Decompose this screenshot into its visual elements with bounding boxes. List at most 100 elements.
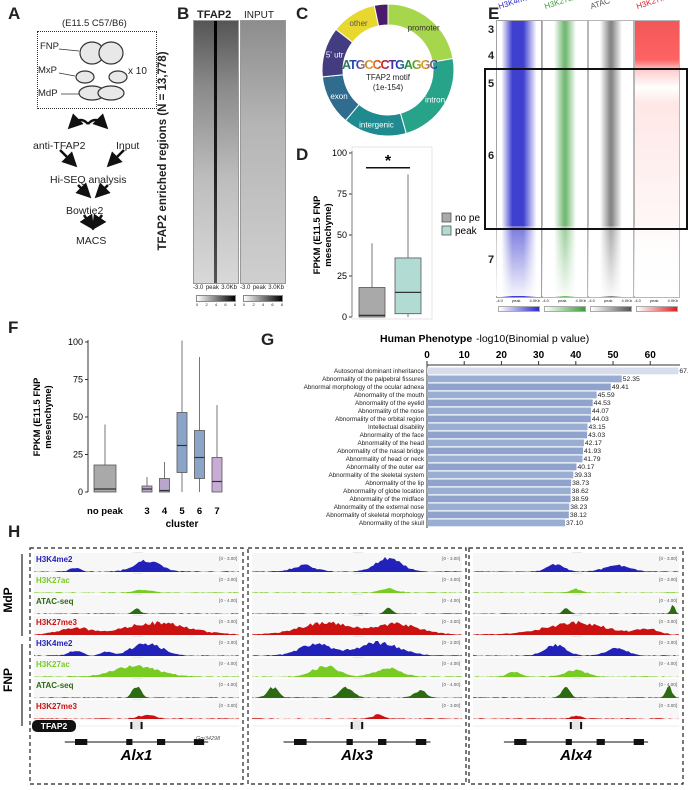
h-signal-profile: [473, 643, 679, 656]
h-exon: [565, 739, 572, 745]
h-locus-frame: [247, 547, 467, 785]
g-xtick-label: 30: [533, 350, 545, 361]
donut-chart: promoter intron intergenic exon 5' utr other: [321, 3, 455, 137]
b-scale: 4: [261, 302, 265, 307]
box-body: [93, 464, 117, 493]
h-track-range: [0 - 2.00]: [659, 640, 677, 645]
workflow-arrows: [59, 113, 125, 231]
f-ytick-label: 100: [68, 337, 83, 347]
h-track-name: ATAC-seq: [36, 597, 74, 606]
d-ytick-label: 75: [337, 189, 347, 199]
h-signal-profile: [34, 621, 239, 635]
d-legend-label: no peak: [455, 213, 480, 224]
g-bar: [427, 495, 571, 503]
d-ytick-label: 25: [337, 271, 347, 281]
box-body: [211, 457, 223, 493]
e-track-title: H3K27me3: [635, 0, 677, 11]
g-bar: [427, 463, 577, 471]
d-ytick-label: 100: [332, 148, 347, 158]
b-ylabel: TFAP2 enriched regions (N = 13,778): [157, 51, 169, 251]
g-xtick-label: 10: [459, 350, 471, 361]
h-track-bg: [34, 595, 239, 615]
mdp-label: MdP: [38, 88, 58, 99]
b-scale: 8: [233, 302, 236, 307]
g-bar: [427, 447, 584, 455]
d-ytick-label: 0: [342, 312, 347, 322]
d-ytick-label: 50: [337, 230, 347, 240]
g-bar: [427, 455, 583, 463]
bowtie-label: Bowtie2: [66, 205, 104, 217]
h-tfap2-peak: [580, 722, 583, 729]
f-xlabel: cluster: [166, 519, 199, 530]
macs-label: MACS: [76, 235, 107, 247]
h-track-range: [0 - 4.00]: [219, 598, 237, 603]
h-track-range: [0 - 4.00]: [659, 598, 677, 603]
box-body: [176, 412, 188, 473]
h-track-bg: [34, 700, 239, 720]
e-tick: -4.0: [496, 298, 503, 303]
cluster-4-label: 4: [488, 50, 495, 62]
g-bar: [427, 407, 591, 415]
panel-a-label: A: [8, 4, 21, 23]
h-locus-frame: [468, 547, 684, 785]
d-plot-frame: [351, 146, 433, 320]
b-scale-2: 0 2 4 6 8: [243, 302, 283, 307]
h-track-range: [0 - 4.00]: [219, 682, 237, 687]
f-xtick-label: 7: [214, 506, 219, 517]
e-colorbar: [590, 306, 632, 312]
h-signal-profile: [34, 665, 239, 677]
b-scale: 6: [224, 302, 227, 307]
g-xtick-label: 50: [607, 350, 619, 361]
h-gm-label: Gm34298: [196, 736, 221, 742]
b-scale: 4: [214, 302, 218, 307]
cluster-7-label: 7: [488, 254, 495, 266]
g-xtick-label: 60: [645, 350, 657, 361]
h-track-bg: [473, 658, 679, 678]
e-heatmap-fade: [542, 226, 586, 296]
g-value-label: 45.59: [598, 392, 615, 399]
h-track-bg: [34, 574, 239, 594]
h-track-name: H3K4me2: [36, 555, 73, 564]
e-colorbar: [636, 306, 678, 312]
cluster-3-label: 3: [488, 24, 495, 36]
panel-b-label: B: [177, 4, 190, 23]
h-exon: [346, 739, 353, 745]
h-track-bg: [252, 595, 462, 615]
e-track-title: H3K4me2: [497, 0, 534, 11]
e-tick: -4.0: [634, 298, 641, 303]
g-value-label: 67.56: [679, 368, 688, 375]
input-heatmap: [240, 20, 286, 284]
g-value-label: 38.12: [570, 512, 587, 519]
h-track-range: [0 - 4.00]: [442, 661, 460, 666]
h-fnp-label: FNP: [1, 668, 15, 692]
e-tick: 4.0Kb: [621, 298, 632, 303]
h-signal-profile: [34, 714, 239, 719]
g-bar: [427, 431, 588, 439]
g-category-label: Abnormality of the eyelid: [355, 400, 424, 407]
e-tick: 4.0Kb: [575, 298, 586, 303]
g-bar: [427, 399, 593, 407]
g-xtick-label: 20: [496, 350, 508, 361]
g-category-label: Abnormality of the orbital region: [335, 416, 424, 423]
h-signal-profile: [34, 643, 239, 656]
g-category-label: Abnormality of the nasal bridge: [337, 448, 424, 455]
h-tfap2-peak: [350, 722, 353, 729]
h-signal-profile: [252, 641, 462, 656]
box-body: [194, 430, 205, 479]
b-ticks-2: -3.0 peak 3.0Kb: [240, 285, 284, 291]
b-scale: 6: [271, 302, 274, 307]
g-value-label: 38.23: [570, 504, 587, 511]
h-exon: [157, 739, 166, 745]
b-scale: 2: [252, 302, 255, 307]
g-bar: [427, 479, 572, 487]
e-heatmap-fade: [634, 226, 678, 296]
e-tick: peak: [603, 298, 613, 303]
g-bar: [427, 415, 591, 423]
h-track-range: [0 - 3.00]: [442, 556, 460, 561]
b-scale: 8: [280, 302, 283, 307]
panel-f-label: F: [8, 318, 19, 337]
h-signal-profile: [34, 608, 239, 614]
g-value-label: 43.15: [589, 424, 606, 431]
g-bar: [427, 519, 566, 527]
motif-pvalue: (1e-154): [372, 83, 404, 92]
